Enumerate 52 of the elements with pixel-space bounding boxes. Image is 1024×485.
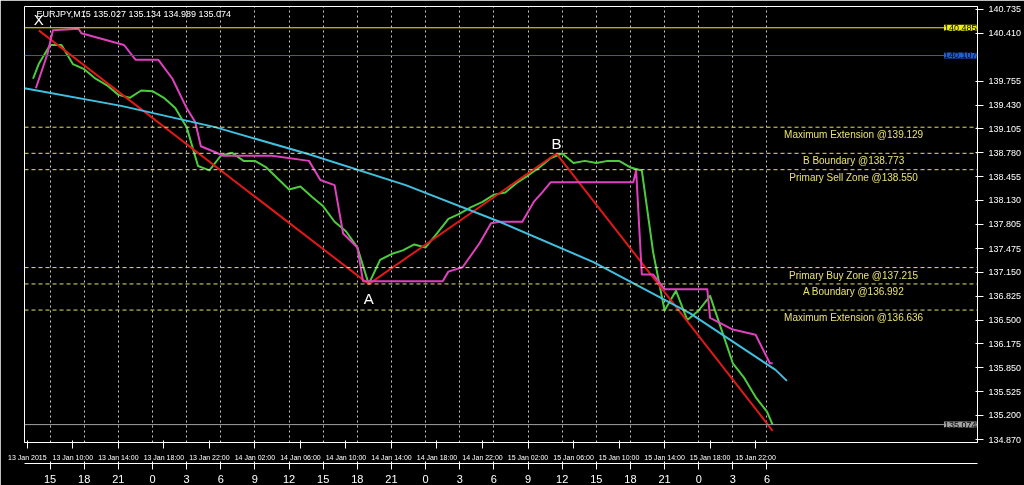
y-tick-label: 137.475 [988,243,1022,254]
ref-line-label: Primary Buy Zone @137.215 [789,269,919,281]
x2-tick-label: 18 [78,472,91,485]
x2-tick-label: 12 [556,472,569,485]
x2-tick-label: 21 [112,472,125,485]
x2-tick-label: 0 [695,472,702,485]
y-tick-label: 136.500 [988,315,1022,326]
ref-line-label: Primary Sell Zone @138.550 [789,171,919,183]
y-tick-label: 134.870 [988,434,1022,445]
y-tick-label: 140.735 [988,4,1022,15]
y-tick-label: 136.825 [988,291,1022,302]
y-tick-label: 137.805 [988,219,1022,230]
ref-line-label: Maximum Extension @136.636 [784,312,924,324]
ref-line-label: Maximum Extension @139.129 [784,129,924,141]
x2-tick-label: 3 [456,472,463,485]
y-tick-label: 140.410 [988,28,1022,39]
x2-tick-label: 6 [490,472,497,485]
line-series [34,27,774,365]
x2-tick-label: 3 [183,472,190,485]
y-tick-label: 139.105 [988,123,1022,134]
x2-tick-label: 15 [43,472,57,485]
x2-tick-label: 15 [590,472,603,485]
y-tick-label: 138.130 [988,195,1022,206]
y-tick-label: 139.430 [988,100,1022,111]
ref-line-label: A Boundary @136.992 [802,285,905,297]
x2-tick-label: 18 [351,472,364,485]
x2-tick-label: 3 [729,472,736,485]
x2-tick-label: 21 [658,472,671,485]
x2-tick-label: 6 [763,472,771,485]
x2-tick-label: 9 [251,472,258,485]
y-tick-label: 135.850 [988,362,1022,373]
x2-tick-label: 9 [524,472,532,485]
x2-tick-label: 18 [624,472,637,485]
ref-line-label: 135.074 [943,419,977,430]
y-tick-label: 135.525 [988,386,1022,397]
x2-tick-label: 15 [317,472,330,485]
annotation: B [551,134,562,152]
x2-tick-label: 0 [422,472,429,485]
y-tick-label: 138.455 [988,171,1022,182]
annotation: A [363,290,374,308]
x2-tick-label: 12 [282,472,296,485]
x2-tick-label: 6 [217,472,224,485]
y-tick-label: 138.780 [988,147,1022,158]
y-tick-label: 136.175 [988,338,1022,349]
ref-line-label: 140.107 [943,50,977,61]
x2-tick-label: 0 [149,472,156,485]
ref-line-label: 140.485 [943,22,977,33]
y-tick-label: 135.200 [988,410,1022,421]
x2-tick-label: 21 [385,472,398,485]
ref-line-label: B Boundary @138.773 [802,155,905,167]
y-tick-label: 139.755 [988,76,1022,87]
y-tick-label: 137.150 [988,267,1022,278]
